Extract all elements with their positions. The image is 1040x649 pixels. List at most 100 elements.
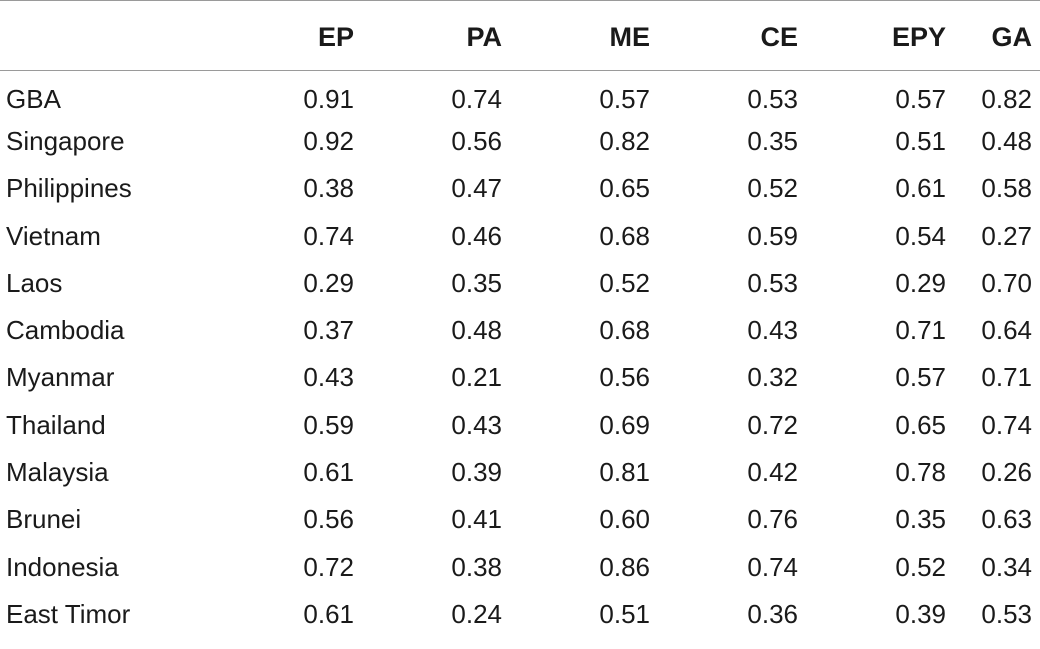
header-cell-epy: EPY (891, 22, 946, 52)
table-cell: 0.43 (747, 315, 798, 346)
table-cell: 0.56 (451, 125, 502, 156)
header-cell-ep: EP (317, 22, 354, 52)
table-cell: 0.72 (747, 409, 798, 440)
row-label: Philippines (6, 173, 132, 204)
row-label: Brunei (6, 504, 82, 535)
table-cell: 0.35 (451, 267, 502, 298)
table-cell: 0.52 (599, 267, 650, 298)
table-cell: 0.37 (303, 315, 354, 346)
table-cell: 0.81 (599, 457, 650, 488)
header-cell-ce: CE (760, 22, 798, 52)
table-cell: 0.43 (451, 409, 502, 440)
table-cell: 0.82 (599, 125, 650, 156)
table-cell: 0.56 (599, 362, 650, 393)
table-cell: 0.43 (303, 362, 354, 393)
table-cell: 0.58 (981, 173, 1032, 204)
table-cell: 0.76 (747, 504, 798, 535)
row-label: GBA (6, 83, 61, 114)
table-row: Malaysia 0.61 0.39 0.81 0.42 0.78 0.26 (0, 449, 1040, 496)
table-cell: 0.26 (981, 457, 1032, 488)
row-label: Malaysia (6, 457, 109, 488)
table-row: Indonesia 0.72 0.38 0.86 0.74 0.52 0.34 (0, 543, 1040, 590)
table-cell: 0.92 (303, 125, 354, 156)
table-cell: 0.74 (451, 83, 502, 114)
table-cell: 0.74 (303, 220, 354, 251)
table-row: Brunei 0.56 0.41 0.60 0.76 0.35 0.63 (0, 496, 1040, 543)
row-label: Vietnam (6, 220, 101, 251)
table-cell: 0.21 (451, 362, 502, 393)
row-label: Singapore (6, 125, 125, 156)
table-cell: 0.39 (451, 457, 502, 488)
table-cell: 0.71 (981, 362, 1032, 393)
table-cell: 0.61 (895, 173, 946, 204)
table-cell: 0.61 (303, 457, 354, 488)
header-cell-ga: GA (991, 22, 1033, 52)
table-header: EP PA ME CE EPY GA (0, 0, 1040, 71)
table-cell: 0.57 (895, 362, 946, 393)
table-cell: 0.78 (895, 457, 946, 488)
table-cell: 0.46 (451, 220, 502, 251)
table-cell: 0.71 (895, 315, 946, 346)
table-cell: 0.29 (895, 267, 946, 298)
header-row: EP PA ME CE EPY GA (0, 1, 1040, 71)
table-cell: 0.54 (895, 220, 946, 251)
table-cell: 0.63 (981, 504, 1032, 535)
table-cell: 0.29 (303, 267, 354, 298)
table-cell: 0.57 (599, 83, 650, 114)
table-cell: 0.47 (451, 173, 502, 204)
table-cell: 0.72 (303, 551, 354, 582)
table-cell: 0.32 (747, 362, 798, 393)
table-cell: 0.35 (747, 125, 798, 156)
header-cell-pa: PA (466, 22, 502, 52)
table-cell: 0.34 (981, 551, 1032, 582)
table-cell: 0.53 (747, 267, 798, 298)
table-row: Cambodia 0.37 0.48 0.68 0.43 0.71 0.64 (0, 307, 1040, 354)
table-cell: 0.74 (747, 551, 798, 582)
table-cell: 0.56 (303, 504, 354, 535)
table-cell: 0.52 (747, 173, 798, 204)
table-cell: 0.91 (303, 83, 354, 114)
table-cell: 0.74 (981, 409, 1032, 440)
table-cell: 0.60 (599, 504, 650, 535)
table-cell: 0.35 (895, 504, 946, 535)
table-cell: 0.69 (599, 409, 650, 440)
table-cell: 0.68 (599, 220, 650, 251)
row-label: Indonesia (6, 551, 119, 582)
table-cell: 0.64 (981, 315, 1032, 346)
table-cell: 0.36 (747, 598, 798, 629)
table-cell: 0.61 (303, 598, 354, 629)
table-cell: 0.51 (599, 598, 650, 629)
table-cell: 0.57 (895, 83, 946, 114)
table-row: Laos 0.29 0.35 0.52 0.53 0.29 0.70 (0, 260, 1040, 307)
table-cell: 0.48 (981, 125, 1032, 156)
table-cell: 0.65 (895, 409, 946, 440)
table-row: Thailand 0.59 0.43 0.69 0.72 0.65 0.74 (0, 402, 1040, 449)
table-cell: 0.59 (747, 220, 798, 251)
table-cell: 0.38 (451, 551, 502, 582)
table-cell: 0.65 (599, 173, 650, 204)
table-cell: 0.24 (451, 598, 502, 629)
table-cell: 0.39 (895, 598, 946, 629)
row-label: East Timor (6, 598, 131, 629)
table-cell: 0.53 (981, 598, 1032, 629)
row-label: Thailand (6, 409, 106, 440)
table-cell: 0.42 (747, 457, 798, 488)
table-row: Myanmar 0.43 0.21 0.56 0.32 0.57 0.71 (0, 354, 1040, 401)
table-cell: 0.52 (895, 551, 946, 582)
table-body: GBA 0.91 0.74 0.57 0.53 0.57 0.82 Singapore 0.92… (0, 71, 1040, 639)
table-cell: 0.68 (599, 315, 650, 346)
header-cell-empty (0, 1, 214, 71)
table-cell: 0.41 (451, 504, 502, 535)
table-cell: 0.82 (981, 83, 1032, 114)
table-cell: 0.48 (451, 315, 502, 346)
table-row: East Timor 0.61 0.24 0.51 0.36 0.39 0.53 (0, 591, 1040, 638)
table-row: Philippines 0.38 0.47 0.65 0.52 0.61 0.58 (0, 165, 1040, 212)
table-cell: 0.38 (303, 173, 354, 204)
table-row: Vietnam 0.74 0.46 0.68 0.59 0.54 0.27 (0, 212, 1040, 259)
row-label: Laos (6, 267, 63, 298)
header-cell-me: ME (609, 22, 651, 52)
table-row: Singapore 0.92 0.56 0.82 0.35 0.51 0.48 (0, 118, 1040, 165)
table-cell: 0.27 (981, 220, 1032, 251)
table-cell: 0.53 (747, 83, 798, 114)
